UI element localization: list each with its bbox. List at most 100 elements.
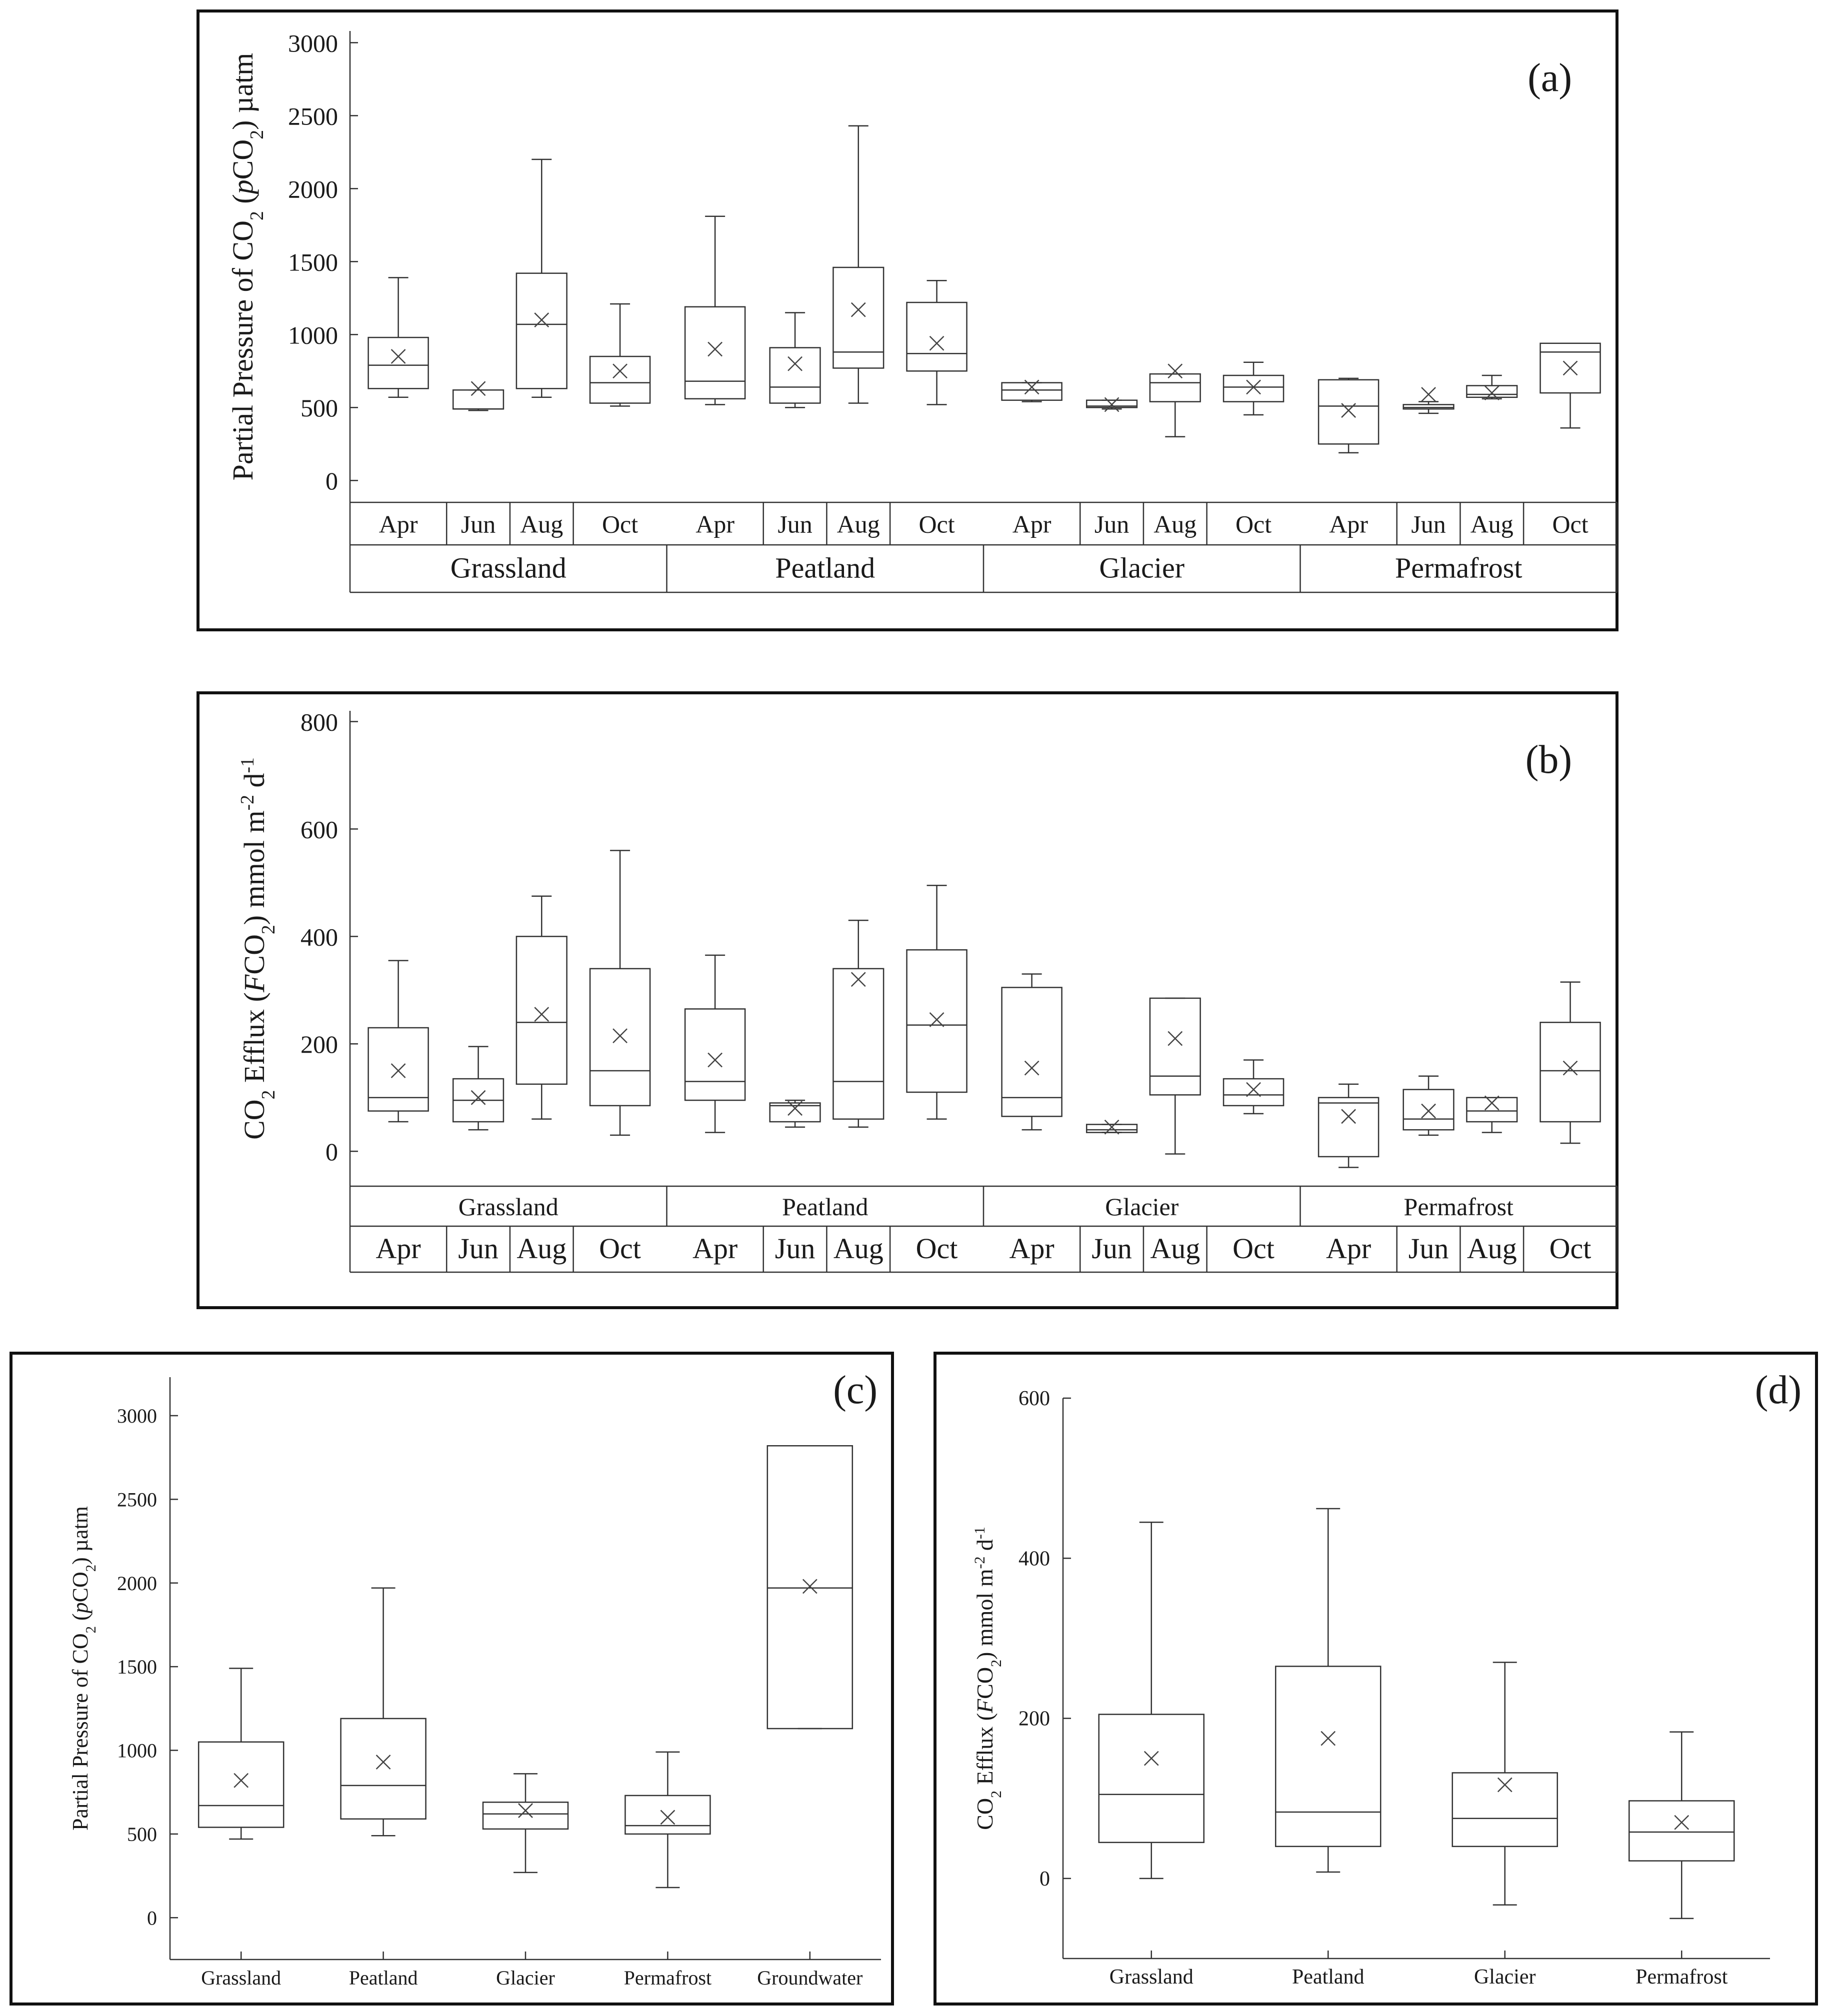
x-tick-label-grassland: Grassland: [1110, 1966, 1194, 1989]
box-iqr: [1540, 1022, 1601, 1123]
mean-marker: [850, 302, 866, 317]
box-iqr: [589, 968, 651, 1107]
box-iqr: [1402, 404, 1454, 410]
box-peatland-oct: [906, 884, 968, 1120]
month-label-oct: Oct: [1236, 510, 1272, 538]
month-label-aug: Aug: [1154, 510, 1196, 538]
y-tick-label: 3000: [117, 1405, 157, 1427]
box-iqr: [1149, 997, 1201, 1096]
box-iqr: [516, 272, 568, 389]
box-grassland-oct: [589, 303, 651, 407]
x-tick-label-peatland: Peatland: [349, 1967, 418, 1989]
month-label-jun: Jun: [461, 510, 496, 538]
x-tick-label-glacier: Glacier: [1474, 1966, 1536, 1989]
box-grassland-jun: [452, 1046, 504, 1131]
month-label-apr: Apr: [376, 1232, 421, 1265]
box-glacier-oct: [1222, 1059, 1284, 1115]
mean-marker: [1341, 403, 1356, 418]
month-label-oct: Oct: [916, 1232, 958, 1265]
y-tick-label: 1500: [117, 1656, 157, 1678]
y-tick-label: 0: [326, 1138, 338, 1166]
box-permafrost-jun: [1402, 1075, 1454, 1136]
box-glacier-jun: [1086, 397, 1138, 412]
box-iqr: [1001, 987, 1062, 1117]
box-iqr: [368, 336, 429, 389]
mean-marker: [1562, 360, 1578, 376]
mean-marker: [234, 1773, 249, 1788]
y-axis-title: Partial Pressure of CO2 (pCO2) µatm: [226, 53, 268, 481]
mean-marker: [1484, 1095, 1500, 1111]
mean-marker: [788, 356, 802, 371]
box-iqr: [1086, 1124, 1138, 1133]
box-iqr: [832, 266, 884, 369]
box-iqr: [1149, 373, 1201, 402]
y-tick-label: 0: [147, 1907, 157, 1929]
box-grassland-aug: [516, 895, 568, 1120]
y-tick-label: 600: [300, 815, 338, 843]
group-label-peatland: Peatland: [775, 552, 875, 584]
y-axis-title: CO2 Efflux (FCO2) mmol m-2 d-1: [237, 757, 279, 1140]
mean-marker: [1246, 379, 1261, 395]
mean-marker: [660, 1810, 676, 1825]
y-tick-label: 2500: [288, 102, 338, 130]
box-glacier: [1452, 1662, 1558, 1906]
panel-frame: [196, 9, 1618, 631]
box-permafrost-oct: [1540, 342, 1601, 429]
mean-marker: [534, 1007, 550, 1022]
box-grassland: [1098, 1521, 1204, 1880]
box-iqr: [198, 1741, 284, 1828]
box-iqr: [482, 1802, 569, 1830]
group-label-permafrost: Permafrost: [1395, 552, 1522, 584]
panel-d: 0 200 400 600 CO2 Efflux (FCO2) mmol m-2 d-1…: [934, 1352, 1818, 2006]
box-permafrost-apr: [1318, 377, 1380, 453]
month-label-jun: Jun: [775, 1232, 816, 1265]
box-glacier-apr: [1001, 379, 1062, 402]
box-iqr: [1318, 1097, 1380, 1158]
box-iqr: [1628, 1800, 1735, 1862]
box-permafrost-jun: [1402, 387, 1454, 414]
month-label-jun: Jun: [1094, 510, 1129, 538]
box-permafrost-aug: [1466, 374, 1518, 400]
mean-marker: [1484, 385, 1500, 400]
mean-marker: [390, 349, 406, 364]
mean-marker: [1168, 363, 1183, 379]
box-iqr: [1001, 382, 1062, 401]
month-label-aug: Aug: [837, 510, 880, 538]
y-tick-label: 2000: [117, 1572, 157, 1595]
box-peatland-jun: [769, 1099, 821, 1128]
month-label-apr: Apr: [1012, 510, 1052, 538]
box-peatland-aug: [832, 919, 884, 1128]
mean-marker: [376, 1755, 391, 1770]
y-tick-label: 2000: [288, 175, 338, 203]
box-permafrost: [624, 1751, 711, 1889]
box-iqr: [906, 949, 968, 1093]
mean-marker: [612, 363, 628, 379]
box-iqr: [769, 1102, 821, 1123]
month-label-aug: Aug: [1467, 1232, 1517, 1265]
panel-frame: [934, 1352, 1818, 2006]
month-label-jun: Jun: [778, 510, 812, 538]
month-label-aug: Aug: [1470, 510, 1514, 538]
mean-marker: [1341, 1109, 1356, 1124]
mean-marker: [534, 312, 550, 327]
box-peatland-aug: [832, 125, 884, 404]
mean-marker: [612, 1028, 628, 1044]
group-label-grassland: Grassland: [458, 1193, 558, 1221]
mean-marker: [1320, 1731, 1336, 1746]
box-iqr: [368, 1027, 429, 1112]
box-iqr: [832, 968, 884, 1120]
box-iqr: [1318, 379, 1380, 445]
month-label-apr: Apr: [1010, 1232, 1054, 1265]
month-label-jun: Jun: [1411, 510, 1446, 538]
x-tick-label-permafrost: Permafrost: [624, 1967, 712, 1989]
box-iqr: [766, 1445, 854, 1730]
month-label-oct: Oct: [602, 510, 638, 538]
month-label-aug: Aug: [834, 1232, 884, 1265]
month-label-apr: Apr: [379, 510, 418, 538]
panel-label: (d): [1755, 1368, 1802, 1412]
box-grassland-jun: [452, 381, 504, 411]
mean-marker: [470, 381, 486, 396]
box-iqr: [340, 1718, 426, 1820]
box-peatland-apr: [684, 954, 746, 1133]
